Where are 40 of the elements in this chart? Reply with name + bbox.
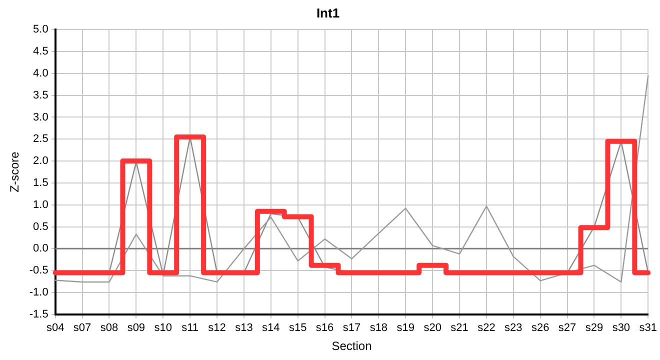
y-tick-label: -1.0 [29, 286, 48, 299]
y-axis-title: Z-score [8, 151, 22, 192]
x-axis-title: Section [332, 339, 372, 354]
x-tick-label: s07 [73, 322, 92, 334]
x-tick-label: s12 [208, 322, 226, 334]
x-tick-label: s15 [288, 322, 307, 334]
x-tick-label: s22 [478, 322, 496, 334]
y-tick-label: 3.0 [33, 111, 48, 124]
y-tick-label: -0.5 [29, 264, 48, 277]
x-tick-label: s10 [154, 322, 172, 334]
y-tick-label: 1.5 [33, 176, 48, 189]
x-tick-label: s14 [262, 322, 280, 334]
y-tick-label: 2.5 [33, 133, 48, 146]
x-tick-label: s16 [316, 322, 334, 334]
y-tick-label: 0.5 [33, 220, 48, 233]
x-tick-label: s19 [396, 322, 415, 334]
x-tick-label: s26 [531, 322, 550, 334]
y-tick-label: 2.0 [33, 155, 48, 168]
x-tick-label: s31 [639, 322, 658, 334]
x-tick-label: s17 [342, 322, 361, 334]
x-tick-label: s13 [235, 322, 253, 334]
y-tick-label: 4.0 [33, 67, 48, 80]
x-tick-label: s09 [127, 322, 146, 334]
x-tick-label: s08 [100, 322, 118, 334]
y-tick-label: 0.0 [33, 242, 48, 255]
x-tick-label: s18 [370, 322, 388, 334]
x-tick-label: s29 [585, 322, 604, 334]
x-tick-label: s21 [450, 322, 468, 334]
y-tick-label: -1.5 [29, 308, 48, 320]
y-tick-label: 4.5 [33, 46, 48, 58]
x-tick-label: s04 [46, 322, 64, 334]
chart-title: Int1 [316, 5, 340, 20]
x-tick-label: s23 [504, 322, 522, 334]
y-tick-label: 3.5 [33, 89, 48, 102]
y-tick-label: 1.0 [33, 198, 48, 211]
x-tick-label: s27 [558, 322, 576, 334]
x-tick-label: s20 [424, 322, 442, 334]
y-tick-label: 5.0 [33, 24, 48, 36]
x-tick-label: s11 [182, 322, 199, 334]
x-tick-label: s30 [612, 322, 630, 334]
